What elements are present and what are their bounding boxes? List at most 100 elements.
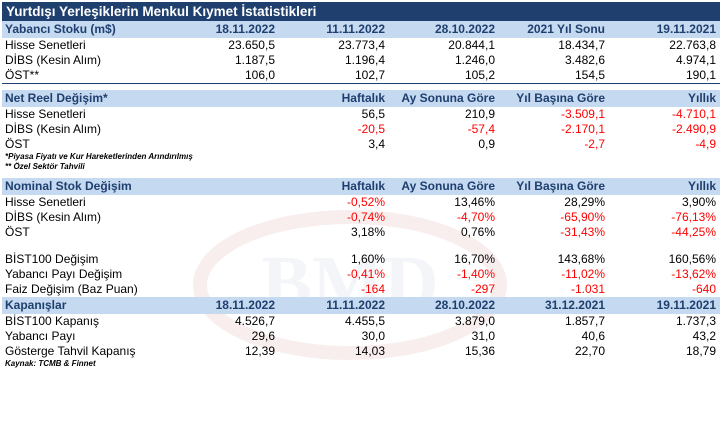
row-value: 0,76% bbox=[460, 225, 495, 239]
stock-header-row: Yabancı Stoku (m$) 18.11.2022 11.11.2022 28… bbox=[2, 21, 720, 38]
footnote-row: *Piyasa Fiyatı ve Kur Hareketlerinden Ar… bbox=[2, 152, 720, 162]
footnote: Kaynak: TCMB & Finnet bbox=[5, 359, 96, 368]
table-row: BİST100 Kapanış 4.526,7 4.455,5 3.879,0 1.85… bbox=[2, 314, 720, 329]
net-header-col: Ay Sonuna Göre bbox=[389, 90, 499, 107]
row-value: 31,0 bbox=[471, 329, 495, 343]
table-row: DİBS (Kesin Alım) -20,5 -57,4 -2.170,1 -2.49… bbox=[2, 122, 720, 137]
row-value: -4.710,1 bbox=[671, 107, 716, 121]
row-value: 16,70% bbox=[454, 252, 495, 266]
row-value: 4.455,5 bbox=[344, 314, 385, 328]
spacer-cell bbox=[2, 240, 720, 252]
nominal-header-label: Nominal Stok Değişim bbox=[2, 178, 279, 195]
table-row: Faiz Değişim (Baz Puan) -164 -297 -1.031 -64… bbox=[2, 282, 720, 297]
net-header-col: Haftalık bbox=[279, 90, 389, 107]
row-label: Faiz Değişim (Baz Puan) bbox=[5, 282, 138, 296]
row-value: 3,90% bbox=[681, 195, 716, 209]
row-value: 13,46% bbox=[454, 195, 495, 209]
closing-header-label: Kapanışlar bbox=[2, 297, 169, 314]
closing-header-col: 19.11.2021 bbox=[609, 297, 720, 314]
row-label: DİBS (Kesin Alım) bbox=[5, 122, 102, 136]
net-header-col: Yıllık bbox=[609, 90, 720, 107]
row-value: -11,02% bbox=[561, 267, 605, 281]
row-value: -57,4 bbox=[467, 122, 495, 136]
row-value: 23.773,4 bbox=[338, 38, 385, 52]
row-value: 28,29% bbox=[564, 195, 605, 209]
row-value: -0,74% bbox=[346, 210, 385, 224]
table-row: DİBS (Kesin Alım) 1.187,5 1.196,4 1.246,0 3.… bbox=[2, 53, 720, 68]
spacer-row bbox=[2, 240, 720, 252]
page-title: Yurtdışı Yerleşiklerin Menkul Kıymet İst… bbox=[2, 2, 720, 21]
row-label: Gösterge Tahvil Kapanış bbox=[5, 344, 136, 358]
row-label: BİST100 Değişim bbox=[5, 252, 99, 266]
row-value: -1.031 bbox=[570, 282, 605, 296]
table-row: DİBS (Kesin Alım) -0,74% -4,70% -65,90% -76,… bbox=[2, 210, 720, 225]
table-row: BİST100 Değişim 1,60% 16,70% 143,68% 160,56% bbox=[2, 252, 720, 267]
statistics-panel: Yurtdışı Yerleşiklerin Menkul Kıymet İst… bbox=[2, 2, 720, 369]
row-value: 106,0 bbox=[169, 68, 279, 84]
row-label: Hisse Senetleri bbox=[5, 107, 86, 121]
closing-header-col: 31.12.2021 bbox=[499, 297, 609, 314]
row-value: 143,68% bbox=[557, 252, 605, 266]
row-value: 30,0 bbox=[361, 329, 385, 343]
row-value: 3,18% bbox=[350, 225, 385, 239]
table-row: ÖST 3,4 0,9 -2,7 -4,9 bbox=[2, 137, 720, 152]
row-value: -164 bbox=[360, 282, 385, 296]
nominal-header-col: Yıllık bbox=[609, 178, 720, 195]
footnote-row: ** Özel Sektör Tahvili bbox=[2, 162, 720, 172]
footnote-row: Kaynak: TCMB & Finnet bbox=[2, 359, 720, 369]
row-value: -2.490,9 bbox=[671, 122, 716, 136]
row-value: 15,36 bbox=[464, 344, 495, 358]
nominal-header-row: Nominal Stok Değişim Haftalık Ay Sonuna Gö… bbox=[2, 178, 720, 195]
row-value: 23.650,5 bbox=[228, 38, 275, 52]
row-value: -1,40% bbox=[456, 267, 495, 281]
row-value: 0,9 bbox=[478, 137, 495, 151]
row-value: 1.857,7 bbox=[564, 314, 605, 328]
row-value: 105,2 bbox=[389, 68, 499, 84]
row-value: 56,5 bbox=[361, 107, 385, 121]
table-row: ÖST 3,18% 0,76% -31,43% -44,25% bbox=[2, 225, 720, 240]
row-value: 1.187,5 bbox=[234, 53, 275, 67]
row-label: Yabancı Payı bbox=[5, 329, 76, 343]
row-label: Yabancı Payı Değişim bbox=[5, 267, 123, 281]
table-row: Hisse Senetleri 56,5 210,9 -3.509,1 -4.710,1 bbox=[2, 107, 720, 122]
row-value: 22,70 bbox=[574, 344, 605, 358]
row-label: ÖST bbox=[5, 225, 30, 239]
stock-header-col: 19.11.2021 bbox=[609, 21, 720, 38]
stock-header-col: 2021 Yıl Sonu bbox=[499, 21, 609, 38]
row-value: 1.196,4 bbox=[344, 53, 385, 67]
row-label: ÖST bbox=[5, 137, 30, 151]
row-value: 40,6 bbox=[581, 329, 605, 343]
row-value: 14,03 bbox=[354, 344, 385, 358]
row-value: -2,7 bbox=[584, 137, 605, 151]
row-label: DİBS (Kesin Alım) bbox=[5, 53, 102, 67]
row-value: -3.509,1 bbox=[560, 107, 605, 121]
row-value: 3,4 bbox=[368, 137, 385, 151]
nominal-header-col: Ay Sonuna Göre bbox=[389, 178, 499, 195]
table-row: Yabancı Payı 29,6 30,0 31,0 40,6 43,2 bbox=[2, 329, 720, 344]
row-value: -65,90% bbox=[560, 210, 605, 224]
stock-header-col: 18.11.2022 bbox=[169, 21, 279, 38]
row-label: Hisse Senetleri bbox=[5, 38, 86, 52]
row-value: 4.526,7 bbox=[234, 314, 275, 328]
table-row: Hisse Senetleri 23.650,5 23.773,4 20.844,1 1… bbox=[2, 38, 720, 53]
nominal-header-col: Haftalık bbox=[279, 178, 389, 195]
row-value: 43,2 bbox=[692, 329, 716, 343]
row-value: 1,60% bbox=[350, 252, 385, 266]
row-value: 154,5 bbox=[499, 68, 609, 84]
row-value: -297 bbox=[470, 282, 495, 296]
closing-header-row: Kapanışlar 18.11.2022 11.11.2022 28.10.2022… bbox=[2, 297, 720, 314]
row-value: -76,13% bbox=[671, 210, 716, 224]
row-value: 22.763,8 bbox=[669, 38, 716, 52]
row-value: 12,39 bbox=[244, 344, 275, 358]
row-value: 210,9 bbox=[464, 107, 495, 121]
row-value: 102,7 bbox=[279, 68, 389, 84]
row-value: -44,25% bbox=[671, 225, 716, 239]
table-row: Yabancı Payı Değişim -0,41% -1,40% -11,02% -… bbox=[2, 267, 720, 282]
row-value: 3.879,0 bbox=[454, 314, 495, 328]
nominal-header-col: Yıl Başına Göre bbox=[499, 178, 609, 195]
row-value: -0,52% bbox=[346, 195, 385, 209]
row-value: 1.737,3 bbox=[675, 314, 716, 328]
row-value: 4.974,1 bbox=[675, 53, 716, 67]
row-value: -640 bbox=[691, 282, 716, 296]
net-header-col: Yıl Başına Göre bbox=[499, 90, 609, 107]
